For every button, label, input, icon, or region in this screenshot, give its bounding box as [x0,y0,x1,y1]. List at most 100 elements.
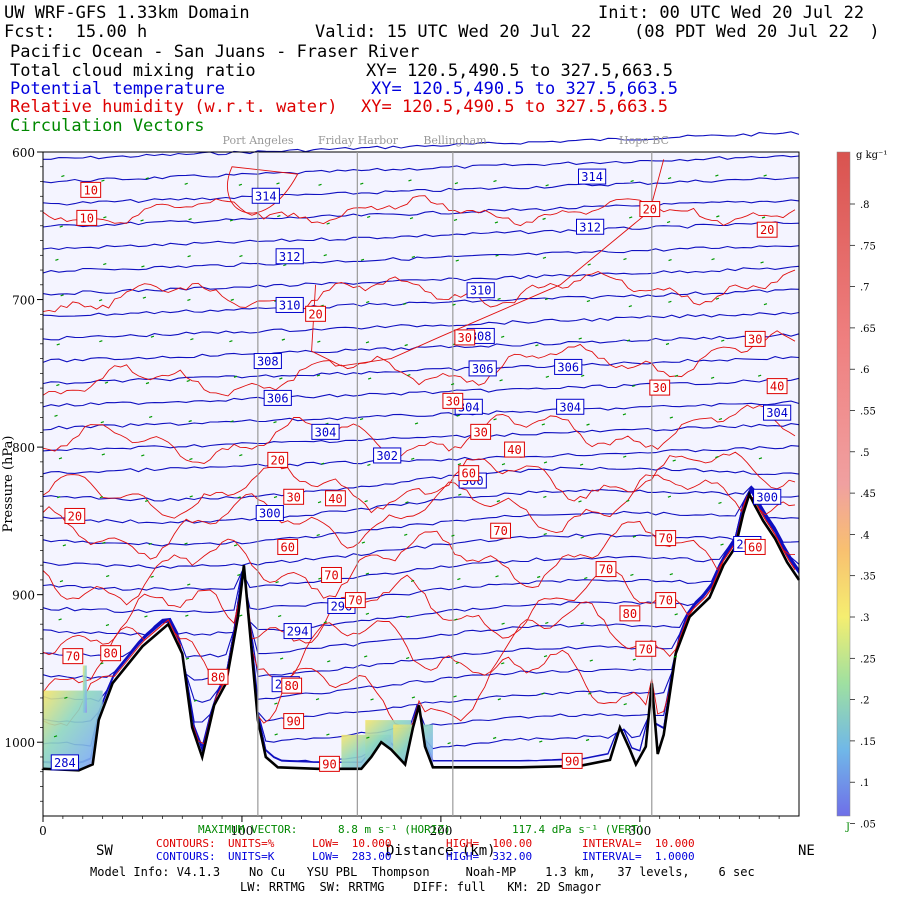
wind-vector [411,255,416,258]
wind-vector [318,577,322,580]
wind-vector [632,384,636,388]
wind-vector [456,414,460,417]
theta-label: 306 [267,391,289,405]
theta-contour-line [42,245,800,274]
theta-contour-line [42,221,800,250]
rh-label-box [655,530,677,547]
rh-label-box [744,538,766,555]
cloud-patch [82,665,87,713]
rh-label: 80 [211,670,225,684]
wind-vector [237,496,241,499]
wind-vector [543,495,547,499]
wind-vector [230,298,234,301]
wind-vector [761,216,766,219]
wind-vector [457,577,461,581]
wind-vector [326,733,330,736]
rh-label: 80 [103,647,117,661]
wind-vector [630,573,634,576]
wind-vector [60,294,64,297]
rh-label: 40 [770,380,784,394]
x-tick-label: 100 [230,824,253,838]
rh-label-box [305,305,326,322]
wind-vector [493,418,497,421]
wind-vector [141,454,145,457]
theta-label: 314 [581,170,603,184]
rh-label-box [766,378,788,395]
wind-vector [497,698,502,701]
wind-vector [674,613,678,616]
rh-contour-line [42,195,796,227]
wind-vector [760,261,764,264]
wind-vector [237,573,241,576]
wind-vector [453,695,457,698]
theta-label-box [373,447,402,464]
wind-vector [364,655,368,658]
wind-vector [315,698,320,701]
wind-vector [543,461,548,464]
wind-vector [497,297,501,301]
wind-vector [492,736,497,740]
rh-units: UNITS=% [228,837,275,850]
rh-label: 30 [286,490,300,504]
y-tick-label: 800 [12,441,35,455]
wind-vector [673,655,678,658]
wind-vector [279,377,283,380]
rh-label: 20 [643,203,657,217]
rh-label: 40 [507,443,521,457]
theta-contours-word: CONTOURS: [156,850,216,863]
wind-vector [367,463,371,467]
wind-vector [499,379,503,382]
location-lines [257,152,653,816]
theta-contour-line [42,177,800,206]
rh-label: 80 [623,607,637,621]
theta-label: 306 [557,360,579,374]
rh-high: HIGH= 100.00 [446,837,533,850]
wind-vector [277,615,282,618]
wind-vector [669,416,674,419]
ground-fill [43,494,799,816]
wind-vector [318,183,322,186]
wind-vector [316,534,320,537]
theta-label-box [577,168,607,185]
wind-vector [410,457,415,460]
wind-vector [455,259,459,262]
rh-label: 90 [322,757,336,771]
theta-label: 304 [458,400,480,414]
rh-label: 20 [308,307,322,321]
wind-vector [150,335,155,338]
theta-label-box [253,353,282,370]
wind-vector [62,544,67,547]
rh-label-box [76,209,98,226]
wind-vector [585,738,590,742]
wind-vector [53,735,58,738]
rh-label: 30 [458,331,472,345]
rh-label-box [504,441,525,458]
rh-label: 70 [639,642,653,656]
wind-vector [578,500,582,503]
theta-label-box [311,423,340,440]
theta-label-box [753,488,782,505]
wind-vector [59,225,63,228]
wind-vector [365,612,370,615]
wind-vector [580,536,584,539]
wind-vector [404,344,408,347]
wind-vector [281,338,286,341]
wind-vector [450,383,455,386]
theta-label-box [466,282,495,299]
theta-label: 310 [470,284,492,298]
rh-contour-line [42,451,796,519]
place-label: Friday Harbor [318,134,399,147]
rh-label: 20 [68,509,82,523]
rh-contours-word: CONTOURS: [156,837,216,850]
wind-vector [105,623,110,627]
wind-vector [718,417,723,421]
wind-vector [189,495,193,498]
wind-vector [188,420,192,423]
model-info-2: LW: RRTMG SW: RRTMG DIFF: full KM: 2D Sm… [240,880,602,894]
wind-vector [100,662,104,665]
wind-vector [715,174,719,177]
wind-vector [144,615,148,618]
rh-label-box [655,592,677,609]
rh-label: 60 [748,540,762,554]
colorbar-ticks: .8 .75 .7 .65 .6 .55 .5 .45 .4 .35 .3 .25 .2 .15 .1 .05 [850,200,876,831]
